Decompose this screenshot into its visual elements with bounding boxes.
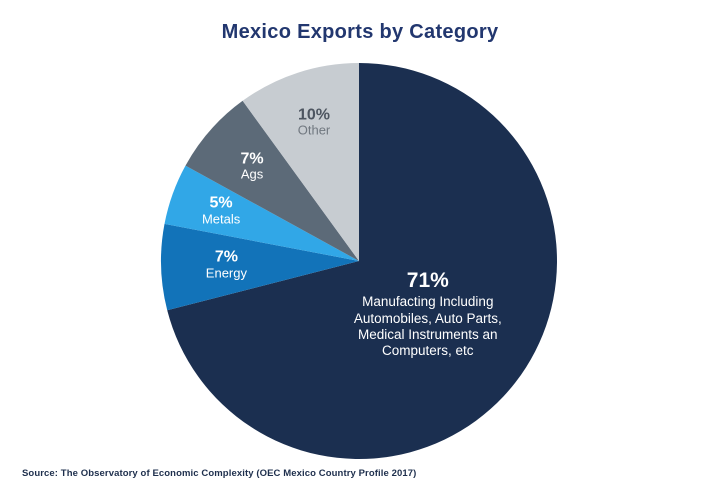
pie-slice-energy: [161, 223, 359, 311]
pie-slice-ags: [185, 100, 359, 261]
pie-slice-metals: [164, 165, 359, 261]
chart-title: Mexico Exports by Category: [221, 21, 499, 43]
pie-slice-other: [242, 63, 359, 261]
source-note: Source: The Observatory of Economic Comp…: [22, 468, 417, 479]
pie-slice-manufacturing: [167, 63, 557, 459]
